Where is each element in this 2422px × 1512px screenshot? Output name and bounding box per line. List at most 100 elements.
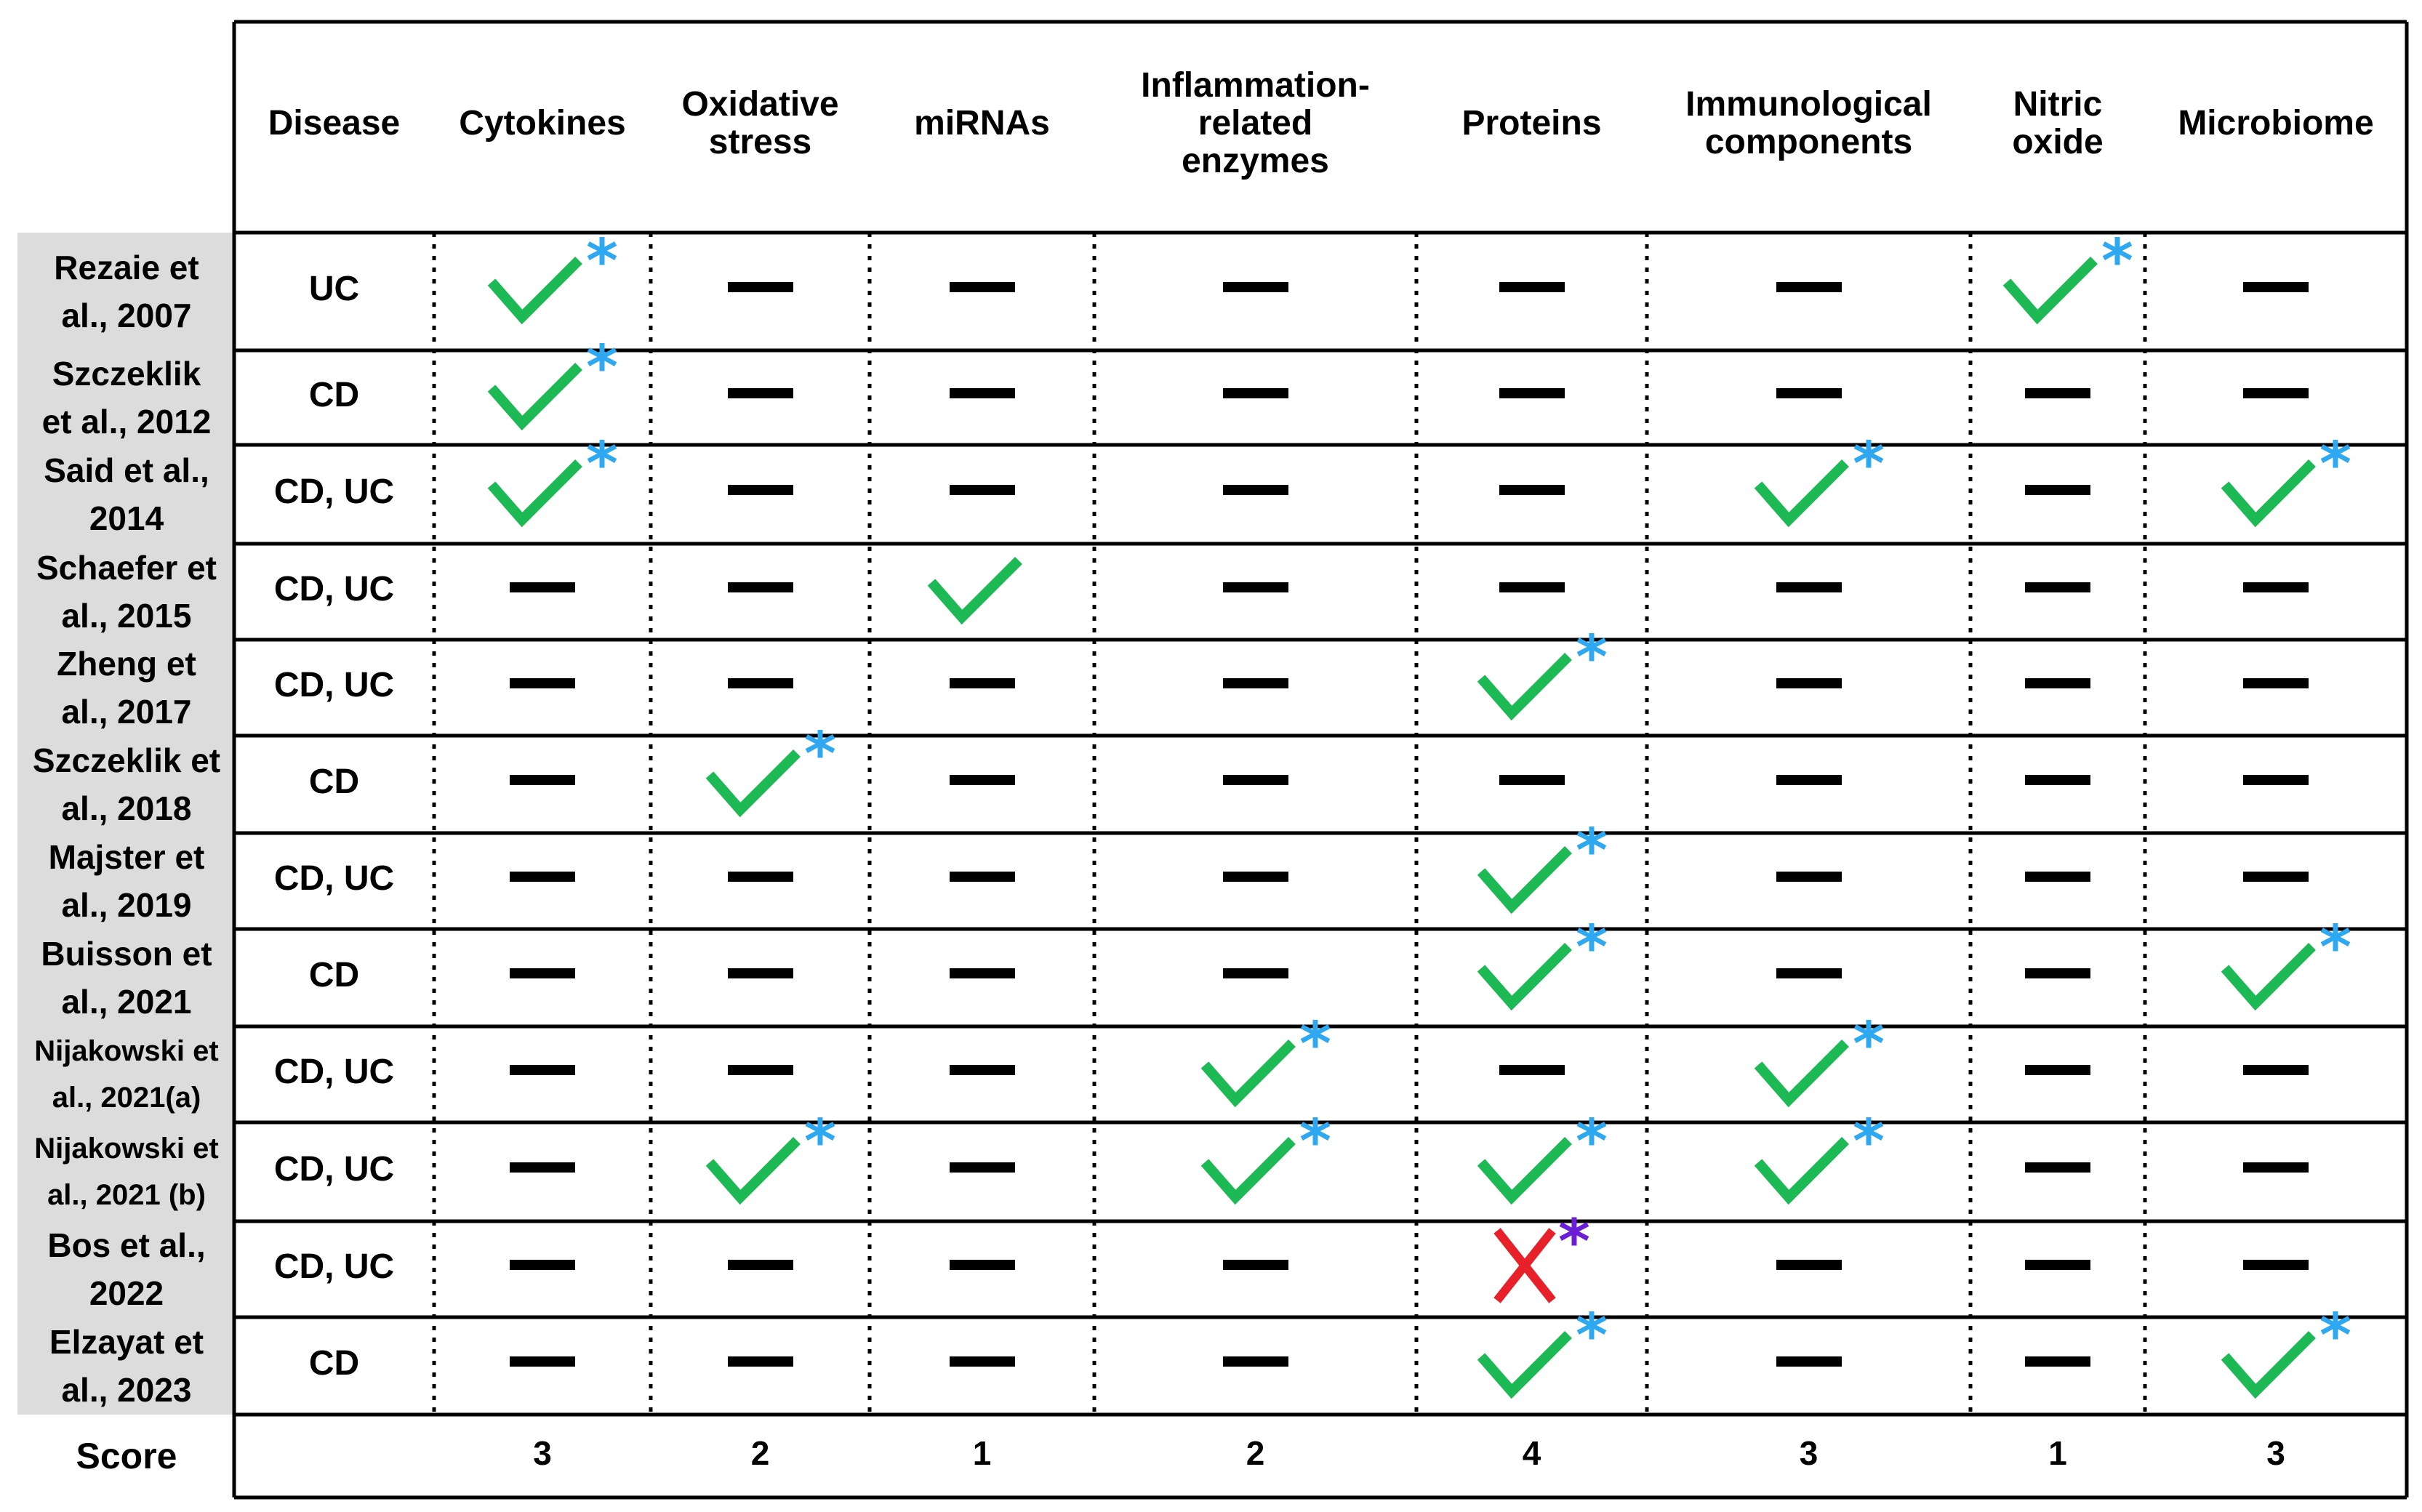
cell-check-star: * <box>1452 1311 1612 1413</box>
cell-check-star: * <box>1729 1020 1889 1122</box>
score-value: 2 <box>750 1434 770 1472</box>
disease-cell: CD, UC <box>273 569 395 608</box>
cell-dash <box>462 1215 622 1316</box>
dash-icon <box>1776 872 1842 882</box>
cell-check-star: * <box>1452 827 1612 928</box>
study-label: Bos et al., 2022 <box>47 1226 206 1312</box>
dash-icon <box>2243 1065 2309 1075</box>
cell-dash <box>1978 633 2138 735</box>
asterisk-icon: * <box>2319 1311 2351 1371</box>
dash-icon <box>949 678 1015 688</box>
check-icon <box>487 257 582 325</box>
cell-dash <box>1176 633 1336 735</box>
dash-icon <box>1499 485 1565 495</box>
cell-dash <box>902 343 1062 445</box>
asterisk-icon: * <box>1853 440 1885 499</box>
dash-icon <box>727 388 793 398</box>
cell-dash <box>902 1020 1062 1122</box>
study-label: Rezaie et al., 2007 <box>54 249 199 334</box>
cell-dash <box>1978 923 2138 1025</box>
cell-dash <box>2196 237 2356 339</box>
study-column-background <box>17 233 234 1415</box>
cell-check-star: * <box>462 440 622 542</box>
disease-cell: CD, UC <box>273 665 395 704</box>
check-icon <box>487 459 582 528</box>
dash-icon <box>2025 1162 2090 1173</box>
cell-dash <box>1978 1020 2138 1122</box>
asterisk-icon: * <box>1299 1117 1331 1177</box>
cell-dash <box>1978 343 2138 445</box>
dash-icon <box>510 775 575 785</box>
asterisk-icon: * <box>2319 440 2351 499</box>
disease-cell: CD, UC <box>273 472 395 511</box>
check-icon <box>2002 257 2098 325</box>
check-icon <box>487 363 582 431</box>
score-value: 3 <box>533 1434 552 1472</box>
check-icon <box>705 749 801 818</box>
cell-dash <box>2196 1020 2356 1122</box>
dash-icon <box>1776 1260 1842 1270</box>
cell-check-star: * <box>681 730 841 832</box>
cell-dash <box>2196 343 2356 445</box>
disease-cell: CD, UC <box>273 858 395 898</box>
cell-check-star: * <box>2196 1311 2356 1413</box>
dash-icon <box>727 485 793 495</box>
cell-check-star: * <box>681 1117 841 1219</box>
dash-icon <box>727 678 793 688</box>
dash-icon <box>949 1356 1015 1367</box>
dash-icon <box>1499 282 1565 292</box>
cell-dash <box>462 827 622 928</box>
column-header-disease: Disease <box>268 104 401 142</box>
study-label: Szczeklik et al., 2018 <box>32 741 221 827</box>
dash-icon <box>2025 1260 2090 1270</box>
dash-icon <box>510 678 575 688</box>
dash-icon <box>949 1162 1015 1173</box>
check-icon <box>1477 1137 1572 1205</box>
asterisk-icon: * <box>1299 1020 1331 1079</box>
cell-dash <box>902 923 1062 1025</box>
dash-icon <box>727 872 793 882</box>
cell-dash <box>1978 1117 2138 1219</box>
cell-dash <box>681 343 841 445</box>
cell-dash <box>1176 923 1336 1025</box>
cross-icon <box>1493 1228 1556 1303</box>
cell-dash <box>902 1117 1062 1219</box>
dash-icon <box>2025 872 2090 882</box>
cell-dash <box>902 827 1062 928</box>
disease-cell: UC <box>308 269 360 308</box>
dash-icon <box>1222 968 1288 978</box>
column-header-oxidative: Oxidative stress <box>681 85 839 161</box>
dash-icon <box>1222 282 1288 292</box>
cell-dash <box>462 923 622 1025</box>
cell-dash <box>1978 440 2138 542</box>
dash-icon <box>1776 1356 1842 1367</box>
cell-dash <box>902 237 1062 339</box>
dash-icon <box>727 1065 793 1075</box>
cell-dash <box>1176 537 1336 639</box>
cell-dash <box>681 1020 841 1122</box>
cell-dash <box>1452 1020 1612 1122</box>
column-header-proteins: Proteins <box>1461 104 1602 142</box>
cell-dash <box>681 923 841 1025</box>
dash-icon <box>1222 485 1288 495</box>
dash-icon <box>949 872 1015 882</box>
score-value: 4 <box>1522 1434 1541 1472</box>
cell-dash <box>902 1311 1062 1413</box>
cell-dash <box>1729 1311 1889 1413</box>
dash-icon <box>949 282 1015 292</box>
dash-icon <box>1776 775 1842 785</box>
dash-icon <box>1776 282 1842 292</box>
column-header-mirnas: miRNAs <box>914 104 1050 142</box>
cell-dash <box>1176 343 1336 445</box>
dash-icon <box>727 968 793 978</box>
asterisk-icon: * <box>1576 827 1608 886</box>
cell-dash <box>2196 633 2356 735</box>
dash-icon <box>2025 485 2090 495</box>
cell-dash <box>1176 827 1336 928</box>
dash-icon <box>2243 872 2309 882</box>
cell-dash <box>1729 537 1889 639</box>
cell-dash <box>462 1117 622 1219</box>
dash-icon <box>2243 282 2309 292</box>
dash-icon <box>949 1065 1015 1075</box>
